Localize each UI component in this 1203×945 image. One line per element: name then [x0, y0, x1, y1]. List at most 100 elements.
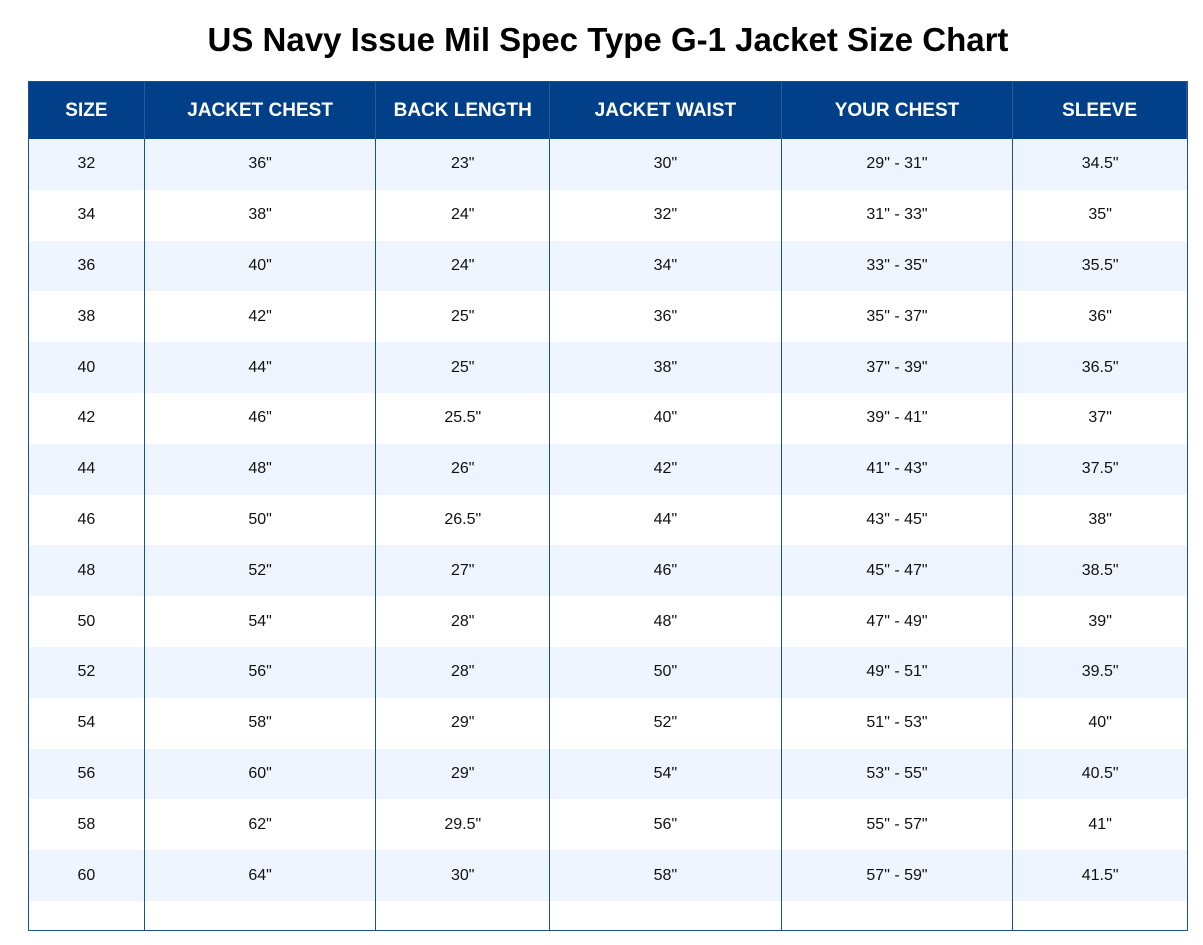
table-cell: 38: [29, 291, 145, 343]
table-row: 50 54" 28" 48" 47" - 49" 39": [29, 596, 1187, 647]
table-cell: 48": [550, 596, 782, 647]
table-cell: 52": [145, 545, 377, 597]
table-cell: 52": [550, 697, 782, 749]
table-cell: 30": [376, 850, 551, 901]
column-header: SLEEVE: [1013, 82, 1187, 139]
table-cell: 42": [145, 291, 377, 343]
table-row: 60 64" 30" 58" 57" - 59" 41.5": [29, 850, 1187, 901]
table-cell: 38": [550, 342, 782, 393]
table-cell: 42": [550, 443, 782, 495]
table-cell: 58": [145, 697, 377, 749]
table-cell: 54": [145, 596, 377, 647]
table-cell: 64": [145, 850, 377, 901]
table-cell: 48: [29, 545, 145, 597]
table-cell: 23": [376, 139, 551, 190]
table-cell: 57" - 59": [782, 850, 1014, 901]
empty-cell: [1013, 901, 1187, 930]
table-cell: 36": [1088, 307, 1112, 325]
table-cell: 60": [145, 748, 377, 800]
table-cell: 56": [550, 799, 782, 851]
table-row: 32 36" 23" 30" 29" - 31" 34.5": [29, 139, 1187, 190]
table-cell: 38.5": [1081, 561, 1119, 579]
table-cell: 60: [29, 850, 145, 901]
table-cell: 50": [145, 494, 377, 546]
table-cell: 56": [145, 646, 377, 698]
blank-row: [29, 900, 1187, 930]
table-cell: 56: [29, 748, 145, 800]
table-cell: 43" - 45": [782, 494, 1014, 546]
table-cell: 28": [376, 596, 551, 647]
table-cell: 44": [145, 342, 377, 393]
table-cell: 38": [145, 189, 377, 241]
table-row: 44 48" 26" 42" 41" - 43" 37.5": [29, 443, 1187, 495]
table-cell: 29": [376, 697, 551, 749]
table-cell: 36": [550, 291, 782, 343]
table-cell: 34: [29, 189, 145, 241]
table-cell: 41" - 43": [782, 443, 1014, 495]
table-cell: 49" - 51": [782, 646, 1014, 698]
table-cell: 42: [29, 392, 145, 444]
table-row: 34 38" 24" 32" 31" - 33" 35": [29, 189, 1187, 241]
table-cell: 52: [29, 646, 145, 698]
table-cell: 41": [1088, 815, 1112, 833]
table-row: 38 42" 25" 36" 35" - 37" 36": [29, 291, 1187, 343]
table-cell: 26.5": [376, 494, 551, 546]
table-cell: 50: [29, 596, 145, 647]
table-cell: 29.5": [376, 799, 551, 851]
empty-cell: [376, 900, 551, 930]
table-cell: 54: [29, 697, 145, 749]
table-cell: 24": [376, 240, 551, 292]
table-cell: 58: [29, 799, 145, 851]
table-row: 58 62" 29.5" 56" 55" - 57" 41": [29, 799, 1187, 851]
table-cell: 41.5": [1081, 866, 1119, 884]
column-header: SIZE: [29, 82, 145, 139]
column-header: JACKET WAIST: [550, 82, 782, 139]
empty-cell: [29, 900, 145, 930]
table-cell: 50": [550, 646, 782, 698]
table-cell: 25": [376, 291, 551, 343]
table-cell: 38": [1088, 510, 1112, 528]
table-cell: 34": [550, 240, 782, 292]
table-cell: 40": [1088, 714, 1112, 732]
table-cell: 36.5": [1081, 358, 1119, 376]
table-row: 52 56" 28" 50" 49" - 51" 39.5": [29, 646, 1187, 698]
table-cell: 32: [29, 139, 145, 190]
table-cell: 40: [29, 342, 145, 393]
table-cell: 35" - 37": [782, 291, 1014, 343]
table-cell: 39": [1088, 612, 1112, 630]
table-row: 36 40" 24" 34" 33" - 35" 35.5": [29, 240, 1187, 292]
table-cell: 29" - 31": [782, 139, 1014, 190]
table-cell: 30": [550, 139, 782, 190]
table-cell: 37.5": [1081, 460, 1119, 478]
table-cell: 48": [145, 443, 377, 495]
table-cell: 39.5": [1081, 663, 1119, 681]
table-cell: 45" - 47": [782, 545, 1014, 597]
table-row: 42 46" 25.5" 40" 39" - 41" 37": [29, 392, 1187, 444]
table-cell: 25.5": [376, 392, 551, 444]
table-cell: 55" - 57": [782, 799, 1014, 851]
table-cell: 32": [550, 189, 782, 241]
table-cell: 35.5": [1081, 256, 1119, 274]
empty-cell: [782, 900, 1014, 930]
column-header: YOUR CHEST: [782, 82, 1014, 139]
table-cell: 29": [376, 748, 551, 800]
table-cell: 24": [376, 189, 551, 241]
table-cell: 46": [550, 545, 782, 597]
table-cell: 36": [145, 139, 377, 190]
table-row: 54 58" 29" 52" 51" - 53" 40": [29, 697, 1187, 749]
table-cell: 44": [550, 494, 782, 546]
column-header: BACK LENGTH: [376, 82, 551, 139]
empty-cell: [550, 900, 782, 930]
table-cell: 46": [145, 392, 377, 444]
table-cell: 40": [145, 240, 377, 292]
table-cell: 54": [550, 748, 782, 800]
table-cell: 51" - 53": [782, 697, 1014, 749]
table-cell: 26": [376, 443, 551, 495]
table-row: 40 44" 25" 38" 37" - 39" 36.5": [29, 342, 1187, 393]
table-cell: 34.5": [1081, 155, 1119, 173]
size-table: SIZE JACKET CHEST BACK LENGTH JACKET WAIST Y…: [28, 81, 1188, 931]
empty-cell: [145, 900, 377, 930]
table-cell: 35": [1088, 206, 1112, 224]
table-cell: 53" - 55": [782, 748, 1014, 800]
